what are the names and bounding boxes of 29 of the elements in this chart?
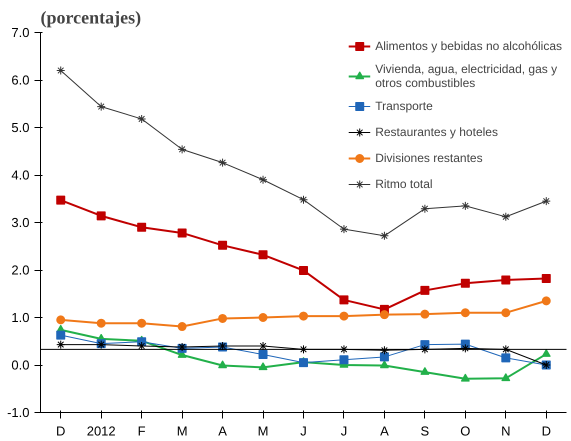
y-tick-label: 1.0 — [11, 310, 30, 325]
x-tick-label: D — [56, 424, 66, 438]
legend-label: Restaurantes y hoteles — [375, 125, 498, 139]
y-tick-label: 0.0 — [11, 358, 30, 372]
x-tick-label: N — [501, 424, 511, 438]
legend-label: Vivienda, agua, electricidad, gas y otros combustibles — [375, 62, 558, 90]
legend-label: Transporte — [375, 99, 433, 113]
x-tick-label: S — [420, 424, 430, 438]
x-tick-label: M — [176, 424, 188, 438]
legend-label: Ritmo total — [375, 177, 433, 191]
y-tick-label: 5.0 — [11, 120, 30, 135]
y-tick-label: 7.0 — [11, 25, 30, 40]
x-tick-label: A — [380, 424, 390, 438]
y-tick-label: -1.0 — [7, 405, 30, 420]
x-tick-label: O — [460, 424, 470, 438]
x-tick-label: J — [340, 424, 348, 438]
y-tick-label: 3.0 — [11, 215, 30, 230]
x-tick-label: 2012 — [86, 424, 116, 438]
legend-label: Divisiones restantes — [375, 151, 483, 165]
y-tick-label: 2.0 — [11, 262, 30, 278]
x-tick-label: A — [218, 424, 228, 438]
chart-title: (porcentajes) — [40, 8, 142, 28]
legend-label: Alimentos y bebidas no alcohólicas — [375, 39, 562, 53]
x-tick-label: J — [300, 424, 307, 438]
x-tick-label: F — [138, 424, 146, 438]
y-tick-label: 6.0 — [11, 72, 30, 88]
y-tick-label: 4.0 — [11, 168, 30, 182]
x-tick-label: M — [258, 424, 268, 438]
x-tick-label: D — [542, 424, 551, 438]
